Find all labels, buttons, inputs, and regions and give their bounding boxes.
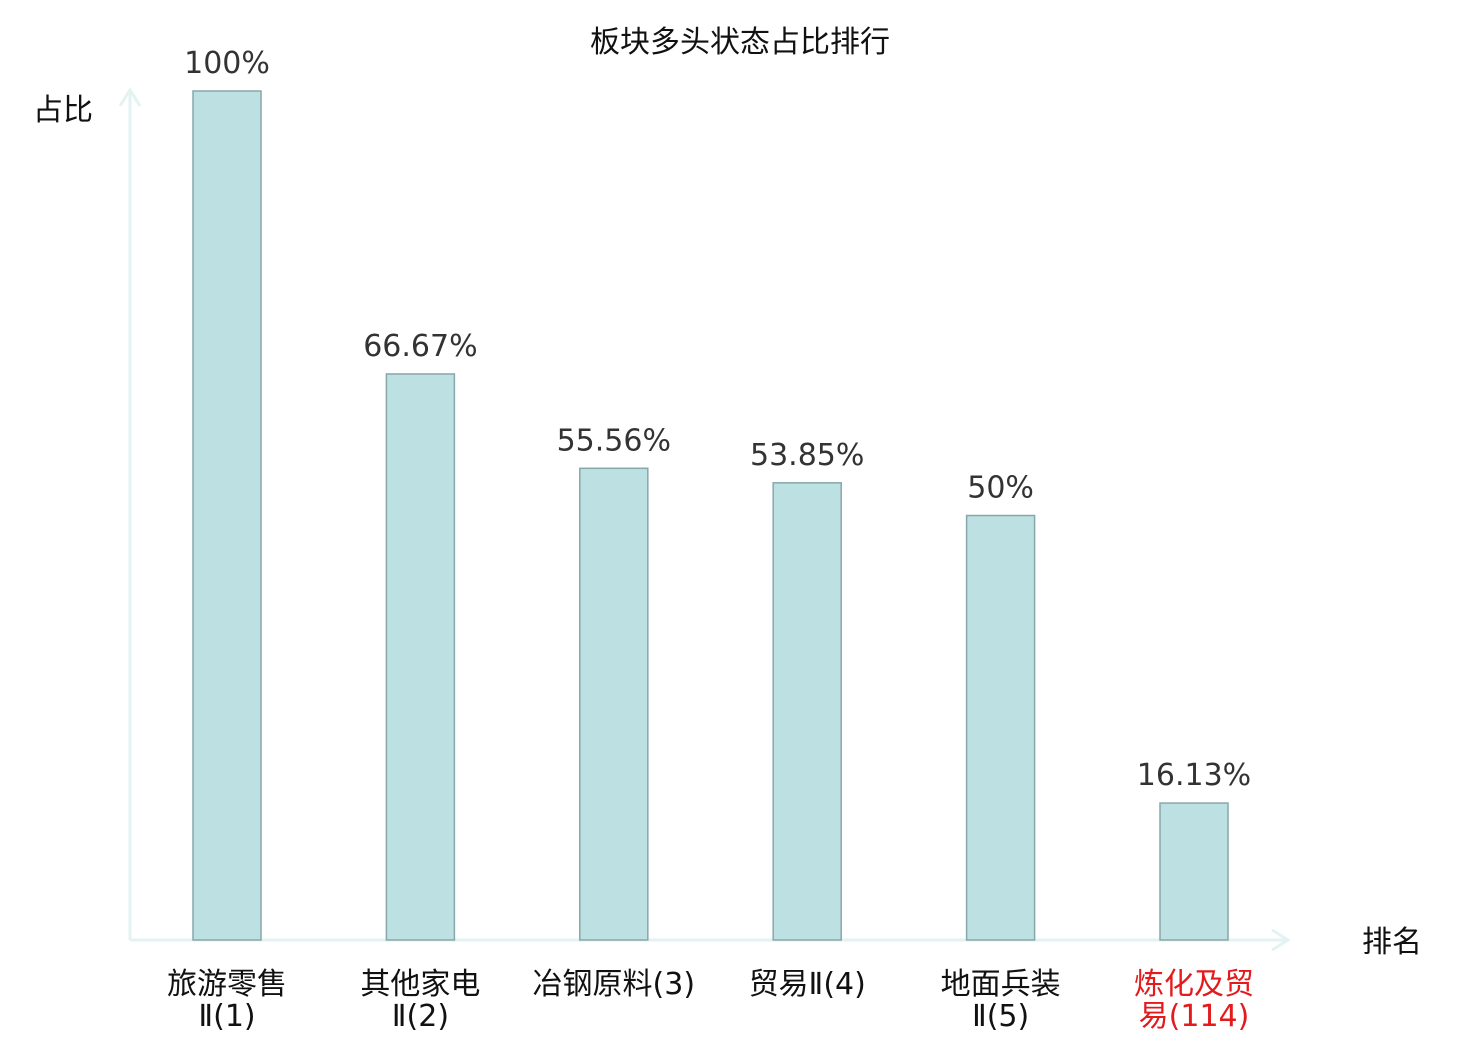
bar	[192, 90, 262, 941]
x-tick-label: 旅游零售	[167, 967, 287, 1002]
x-axis-label: 排名	[1362, 925, 1422, 960]
data-label: 100%	[184, 46, 270, 81]
x-axis-arrow-icon	[1271, 928, 1291, 952]
x-tick-label: 炼化及贸	[1134, 967, 1254, 1002]
data-label: 16.13%	[1137, 758, 1251, 793]
data-label: 53.85%	[750, 438, 864, 473]
bar	[385, 373, 456, 941]
chart-title: 板块多头状态占比排行	[590, 25, 890, 60]
y-axis-label: 占比	[33, 93, 93, 128]
data-label: 55.56%	[557, 423, 671, 458]
x-tick-label-line2: Ⅱ(5)	[972, 999, 1029, 1034]
x-tick-label: 地面兵装	[941, 967, 1061, 1002]
x-tick-label: 贸易Ⅱ(4)	[749, 967, 866, 1002]
bar	[965, 514, 1036, 941]
x-tick-label: 其他家电	[360, 967, 480, 1002]
bar	[1159, 802, 1229, 941]
data-label: 50%	[967, 471, 1034, 506]
x-tick-label-line2: Ⅱ(2)	[392, 999, 449, 1034]
bar	[579, 467, 649, 941]
data-label: 66.67%	[363, 329, 477, 364]
y-axis-arrow-icon	[118, 87, 142, 107]
x-tick-label-line2: Ⅱ(1)	[198, 999, 255, 1034]
x-tick-label: 冶钢原料(3)	[533, 967, 696, 1002]
x-tick-label-line2: 易(114)	[1139, 999, 1250, 1034]
bar	[772, 482, 842, 941]
